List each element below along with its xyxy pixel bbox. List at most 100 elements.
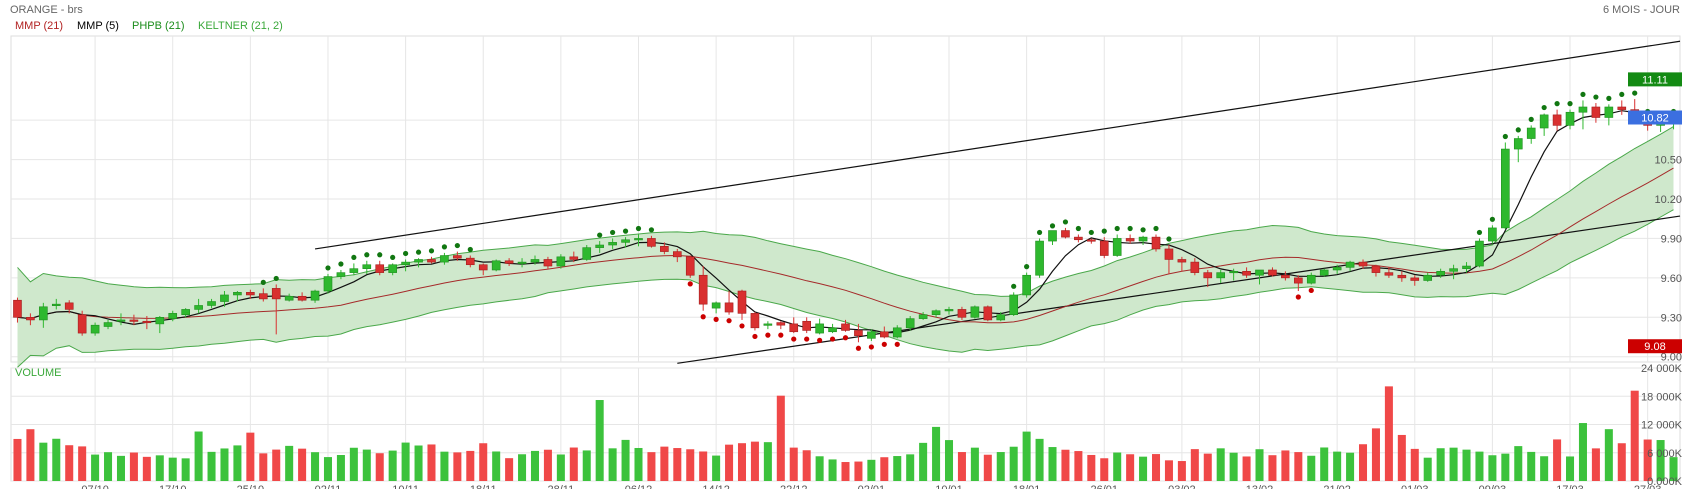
candle-body: [414, 259, 423, 263]
volume-bar: [1514, 446, 1523, 481]
phpb-high-marker: [1580, 91, 1586, 98]
chart-text: ORANGE - brs 6 MOIS - JOUR MMP (21) MMP …: [10, 4, 1680, 379]
volume-bar: [737, 443, 747, 481]
phpb-high-marker: [441, 244, 448, 250]
candle-body: [1501, 148, 1510, 229]
x-tick-label: 17/10: [159, 484, 187, 489]
volume-bar: [776, 395, 785, 481]
candle-body: [685, 256, 695, 276]
x-tick-label: 18/11: [470, 484, 497, 489]
phpb-high-marker: [1049, 223, 1056, 229]
phpb-high-marker: [1515, 127, 1521, 133]
legend-keltner: KELTNER (21, 2): [198, 20, 283, 32]
x-tick-label: 14/12: [702, 484, 730, 489]
candle-body: [595, 244, 604, 248]
candle-body: [556, 256, 566, 267]
phpb-high-marker: [1036, 229, 1043, 236]
volume-bar: [1307, 455, 1316, 481]
phpb-high-marker: [1011, 283, 1017, 289]
candle-body: [246, 292, 255, 296]
volume-bar: [246, 432, 255, 481]
phpb-low-marker: [804, 336, 810, 342]
candlesticks: [13, 99, 1678, 343]
x-tick-label: 13/02: [1246, 484, 1274, 489]
candle-body: [841, 323, 850, 331]
candle-body: [789, 323, 799, 333]
candle-body: [26, 317, 35, 321]
phpb-low-marker: [842, 335, 849, 341]
candle-body: [504, 260, 514, 264]
volume-bar: [944, 440, 954, 481]
volume-bar: [1346, 452, 1355, 481]
phpb-low-marker: [778, 332, 784, 338]
volume-bar: [1061, 449, 1070, 481]
volume-bar: [323, 457, 332, 481]
candle-body: [103, 322, 113, 327]
phpb-high-marker: [1114, 225, 1120, 232]
candle-body: [1009, 294, 1019, 315]
phpb-low-marker: [829, 336, 836, 342]
volume-bar: [1578, 423, 1587, 481]
volume-bar: [530, 450, 539, 481]
volume-bar: [13, 438, 22, 481]
volume-bar: [673, 448, 682, 481]
candle-body: [388, 264, 397, 273]
candle-body: [1591, 106, 1601, 118]
volume-bar: [1488, 455, 1497, 481]
candle-body: [711, 302, 721, 309]
volume-bar: [841, 462, 850, 481]
volume-bar: [906, 454, 915, 481]
candle-body: [582, 247, 592, 260]
price-badge-value: 9.08: [1644, 341, 1665, 353]
period-selector[interactable]: 6 MOIS - JOUR: [1603, 4, 1680, 16]
x-tick-label: 26/01: [1090, 484, 1118, 489]
candle-body: [880, 331, 889, 338]
volume-bar: [1203, 453, 1212, 481]
volume-bar: [867, 459, 876, 481]
phpb-high-marker: [1101, 228, 1107, 234]
volume-bar: [181, 458, 190, 481]
volume-bar: [1048, 447, 1057, 481]
phpb-high-marker: [428, 248, 435, 254]
candle-body: [996, 314, 1006, 321]
volume-bar: [349, 447, 358, 481]
candle-body: [1255, 269, 1264, 276]
volume-bar: [414, 445, 423, 481]
phpb-high-marker: [1632, 90, 1638, 96]
candle-body: [465, 257, 475, 266]
volume-bar: [1074, 451, 1083, 481]
volume-bar: [1022, 431, 1031, 481]
candle-body: [1022, 274, 1031, 296]
volume-bar: [1113, 452, 1122, 481]
price-badge-value: 11.11: [1642, 74, 1668, 86]
volume-bar: [1320, 447, 1329, 481]
volume-bar: [1190, 449, 1199, 481]
volume-bar: [129, 452, 138, 481]
candle-body: [90, 324, 100, 334]
candle-body: [271, 288, 281, 300]
candle-body: [1384, 272, 1394, 276]
candle-body: [181, 309, 190, 315]
phpb-low-marker: [855, 345, 862, 351]
phpb-high-marker: [415, 249, 422, 255]
volume-bar: [1423, 457, 1432, 481]
candle-body: [1035, 240, 1044, 276]
volume-bar: [750, 441, 759, 481]
phpb-high-marker: [338, 261, 344, 267]
volume-bar: [932, 426, 941, 481]
candle-body: [1410, 277, 1420, 281]
volume-bar: [401, 442, 410, 481]
volume-bar: [828, 459, 837, 481]
candle-body: [1552, 114, 1562, 126]
candle-body: [1203, 272, 1213, 279]
volume-bar: [1229, 452, 1238, 481]
candle-body: [1578, 106, 1588, 113]
phpb-high-marker: [364, 252, 370, 258]
volume-bar: [802, 450, 811, 481]
phpb-high-marker: [1502, 133, 1508, 140]
candle-body: [634, 238, 643, 241]
volume-bar: [996, 452, 1005, 481]
legend-mmp21: MMP (21): [15, 20, 63, 32]
x-tick-label: 07/10: [81, 484, 109, 489]
candle-body: [336, 272, 346, 277]
